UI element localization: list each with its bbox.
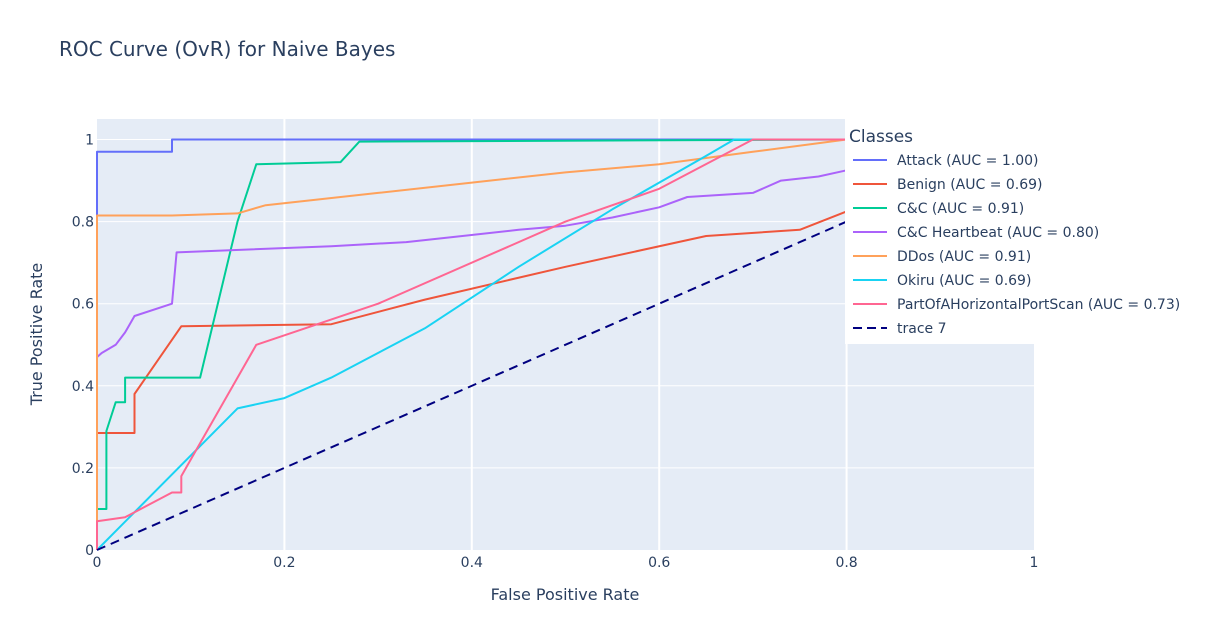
x-tick-label: 1 — [1030, 555, 1039, 571]
series-line — [96, 169, 847, 550]
y-tick-label: 0.8 — [72, 215, 94, 231]
legend-title: Classes — [849, 127, 913, 147]
y-tick-label: 0.6 — [72, 297, 94, 313]
series-line — [96, 138, 847, 550]
series-line — [96, 210, 847, 550]
legend-entry: Okiru (AUC = 0.69) — [897, 273, 1031, 289]
series-line — [96, 138, 847, 551]
x-tick-label: 0.8 — [835, 555, 857, 571]
y-tick-label: 0.2 — [72, 461, 94, 477]
y-tick-label: 0 — [85, 543, 94, 559]
series-line — [96, 138, 847, 550]
series-line — [96, 220, 848, 551]
chart-title: ROC Curve (OvR) for Naive Bayes — [59, 37, 395, 61]
y-tick-label: 1 — [85, 133, 94, 149]
series-line — [96, 138, 847, 550]
y-ticks: 0 0.2 0.4 0.6 0.8 1 — [72, 133, 94, 559]
legend-entry: C&C Heartbeat (AUC = 0.80) — [897, 225, 1099, 241]
legend-background — [845, 119, 1220, 344]
legend-entry: Benign (AUC = 0.69) — [897, 177, 1043, 193]
legend-entry: trace 7 — [897, 321, 947, 337]
x-tick-label: 0.2 — [273, 555, 295, 571]
x-tick-label: 0.6 — [648, 555, 670, 571]
series-lines — [96, 138, 1034, 551]
x-axis-title: False Positive Rate — [491, 585, 640, 604]
legend-entry: Attack (AUC = 1.00) — [897, 153, 1038, 169]
x-ticks: 0 0.2 0.4 0.6 0.8 1 — [93, 555, 1039, 571]
legend-entry: PartOfAHorizontalPortScan (AUC = 0.73) — [897, 297, 1180, 313]
legend-entry: C&C (AUC = 0.91) — [897, 201, 1024, 217]
legend: Attack (AUC = 1.00) Benign (AUC = 0.69) C&… — [853, 153, 1180, 337]
legend-entry: DDos (AUC = 0.91) — [897, 249, 1031, 265]
x-tick-label: 0.4 — [461, 555, 483, 571]
y-axis-title: True Positive Rate — [27, 263, 46, 407]
x-tick-label: 0 — [93, 555, 102, 571]
y-tick-label: 0.4 — [72, 379, 94, 395]
